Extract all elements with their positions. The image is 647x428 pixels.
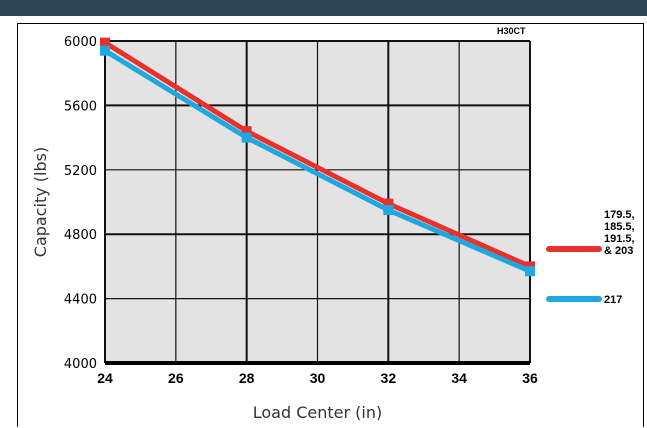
x-axis-label: Load Center (in) bbox=[253, 403, 382, 422]
y-axis-label: Capacity (lbs) bbox=[31, 147, 50, 257]
data-point bbox=[241, 132, 252, 143]
legend-label: 179.5, bbox=[604, 209, 635, 221]
chart-frame bbox=[17, 23, 644, 427]
chart-title: H30CT bbox=[497, 26, 526, 36]
data-point bbox=[525, 266, 535, 277]
y-tick-label: 4800 bbox=[64, 228, 97, 243]
data-point bbox=[383, 198, 394, 209]
data-point bbox=[100, 37, 110, 48]
x-axis-ticks: 24 26 28 30 32 34 36 bbox=[97, 370, 538, 386]
y-tick-label: 5200 bbox=[64, 164, 97, 179]
x-tick-label: 24 bbox=[97, 370, 113, 386]
y-axis-ticks: 4000 4400 4800 5200 5600 6000 bbox=[64, 35, 97, 372]
x-tick-label: 34 bbox=[451, 370, 467, 386]
legend-label: & 203 bbox=[604, 245, 633, 257]
y-tick-label: 4400 bbox=[64, 293, 97, 308]
y-tick-label: 6000 bbox=[64, 35, 97, 50]
top-banner bbox=[0, 0, 647, 16]
y-tick-label: 5600 bbox=[64, 99, 97, 114]
legend-label: 191.5, bbox=[604, 233, 635, 245]
data-point bbox=[241, 126, 252, 137]
x-tick-label: 28 bbox=[239, 370, 255, 386]
legend: 179.5,185.5,191.5,& 203 217 bbox=[546, 209, 635, 306]
series-line bbox=[103, 48, 531, 274]
x-tick-label: 30 bbox=[310, 370, 326, 386]
data-point bbox=[100, 45, 110, 56]
legend-label: 217 bbox=[604, 294, 622, 306]
series-layer bbox=[100, 37, 535, 277]
x-tick-label: 36 bbox=[522, 370, 538, 386]
y-tick-label: 4000 bbox=[64, 357, 97, 372]
data-point bbox=[383, 205, 394, 216]
x-tick-label: 26 bbox=[168, 370, 184, 386]
legend-label: 185.5, bbox=[604, 221, 635, 233]
x-tick-label: 32 bbox=[381, 370, 397, 386]
series-line bbox=[103, 40, 532, 269]
